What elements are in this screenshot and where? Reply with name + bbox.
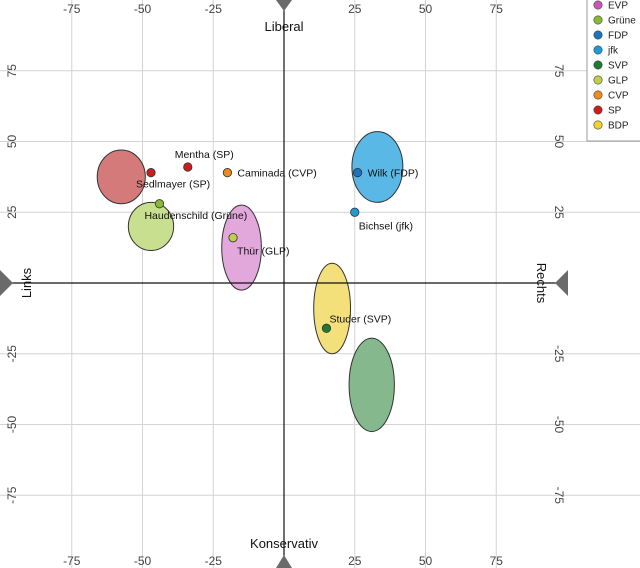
arrow-bottom-icon (276, 555, 292, 568)
label-wilk-fdp: Wilk (FDP) (368, 168, 419, 180)
legend-label-fdp: FDP (608, 31, 628, 42)
y-tick-label-right: 25 (552, 206, 566, 220)
axis-label-rechts: Rechts (534, 263, 549, 304)
y-tick-label-left: 50 (5, 135, 19, 149)
point-caminada-cvp (222, 168, 232, 178)
ellipse-svp (348, 337, 395, 433)
legend-label-bdp: BDP (608, 121, 629, 132)
ellipse-grune (127, 201, 175, 251)
legend-label-grune: Grüne (608, 16, 636, 27)
point-sedlmayer-sp (146, 168, 156, 178)
x-tick-label-bottom: -25 (205, 554, 223, 568)
label-bichsel-jfk: Bichsel (jfk) (359, 220, 413, 232)
y-tick-label-right: 50 (552, 135, 566, 149)
x-tick-label-top: 75 (490, 2, 504, 16)
legend-label-sp: SP (608, 106, 622, 117)
label-haudenschild-grune: Haudenschild (Grüne) (144, 210, 247, 222)
axis-label-liberal: Liberal (264, 19, 303, 34)
legend-label-cvp: CVP (608, 91, 629, 102)
x-tick-label-top: -75 (63, 2, 81, 16)
y-tick-label-left: -25 (5, 345, 19, 363)
label-thur-glp: Thür (GLP) (237, 246, 290, 258)
y-tick-label-right: -50 (552, 416, 566, 434)
axis-label-links: Links (19, 267, 34, 298)
ellipse-evp (221, 204, 262, 291)
tick-labels: -75 -75 -50 -50 -25 -25 25 25 50 50 75 75 75 75 50 50 25… (5, 2, 566, 568)
legend-swatch-evp (593, 0, 603, 10)
axis-label-konservativ: Konservativ (250, 536, 318, 551)
ellipse-sp (96, 149, 146, 205)
y-tick-label-right: 75 (552, 64, 566, 78)
point-haudenschild-grune (154, 199, 165, 209)
legend: EVP Grüne FDP jfk SVP GLP CVP SP BDP (586, 0, 640, 142)
legend-swatch-svp (593, 60, 603, 70)
arrow-right-icon (555, 270, 568, 296)
label-studer-svp: Studer (SVP) (329, 313, 391, 325)
x-tick-label-top: 50 (419, 2, 433, 16)
point-mentha-sp (183, 162, 193, 172)
axes (0, 0, 568, 568)
y-tick-label-left: 75 (5, 64, 19, 78)
y-tick-label-left: 25 (5, 205, 19, 219)
point-thur-glp (228, 233, 238, 243)
legend-swatch-cvp (593, 90, 603, 100)
x-tick-label-top: -25 (205, 2, 223, 16)
y-tick-label-left: -50 (5, 416, 19, 434)
x-tick-label-top: 25 (348, 2, 362, 16)
label-mentha-sp: Mentha (SP) (175, 149, 234, 161)
data-points: Mentha (SP) Sedlmayer (SP) Caminada (CVP) H… (136, 149, 418, 333)
point-studer-svp (321, 323, 332, 333)
x-tick-label-top: -50 (134, 2, 152, 16)
ellipse-bdp (313, 262, 352, 355)
x-tick-label-bottom: 75 (490, 554, 504, 568)
x-tick-label-bottom: -75 (63, 554, 81, 568)
x-tick-label-bottom: 25 (348, 554, 362, 568)
legend-label-evp: EVP (608, 1, 628, 12)
label-caminada-cvp: Caminada (CVP) (237, 168, 316, 180)
x-tick-label-bottom: -50 (134, 554, 152, 568)
point-wilk-fdp (352, 168, 363, 178)
legend-swatch-grune (593, 15, 603, 25)
legend-label-glp: GLP (608, 76, 628, 87)
y-tick-label-right: -25 (552, 345, 566, 363)
arrow-left-icon (0, 270, 13, 296)
ellipse-fdp (351, 131, 404, 203)
legend-swatch-sp (593, 105, 603, 115)
legend-swatch-bdp (593, 120, 603, 130)
legend-label-svp: SVP (608, 61, 628, 72)
legend-swatch-glp (593, 75, 603, 85)
x-tick-label-bottom: 50 (419, 554, 433, 568)
legend-swatch-jfk (593, 45, 603, 55)
party-ellipses (96, 131, 404, 433)
legend-swatch-fdp (593, 30, 603, 40)
label-sedlmayer-sp: Sedlmayer (SP) (136, 179, 210, 191)
y-tick-label-left: -75 (5, 486, 19, 504)
legend-label-jfk: jfk (607, 46, 619, 57)
arrow-top-icon (276, 0, 292, 11)
point-bichsel-jfk (350, 207, 360, 217)
y-tick-label-right: -75 (552, 487, 566, 505)
